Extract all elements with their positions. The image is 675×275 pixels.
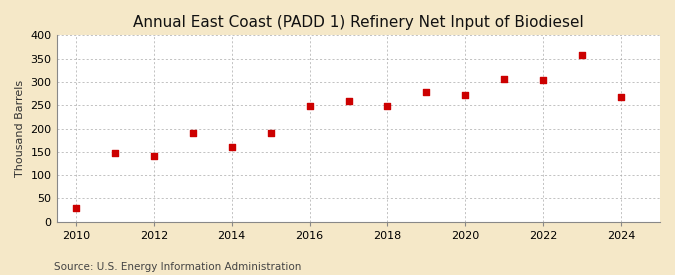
Point: [304, 104, 315, 108]
Point: [343, 98, 354, 103]
Y-axis label: Thousand Barrels: Thousand Barrels: [15, 80, 25, 177]
Text: Source: U.S. Energy Information Administration: Source: U.S. Energy Information Administ…: [54, 262, 301, 272]
Point: [226, 145, 237, 149]
Point: [109, 150, 120, 155]
Title: Annual East Coast (PADD 1) Refinery Net Input of Biodiesel: Annual East Coast (PADD 1) Refinery Net …: [133, 15, 584, 30]
Point: [460, 93, 470, 97]
Point: [421, 90, 432, 94]
Point: [148, 153, 159, 158]
Point: [616, 95, 626, 99]
Point: [188, 131, 198, 135]
Point: [71, 205, 82, 210]
Point: [499, 76, 510, 81]
Point: [265, 131, 276, 135]
Point: [382, 104, 393, 108]
Point: [538, 77, 549, 82]
Point: [576, 53, 587, 57]
